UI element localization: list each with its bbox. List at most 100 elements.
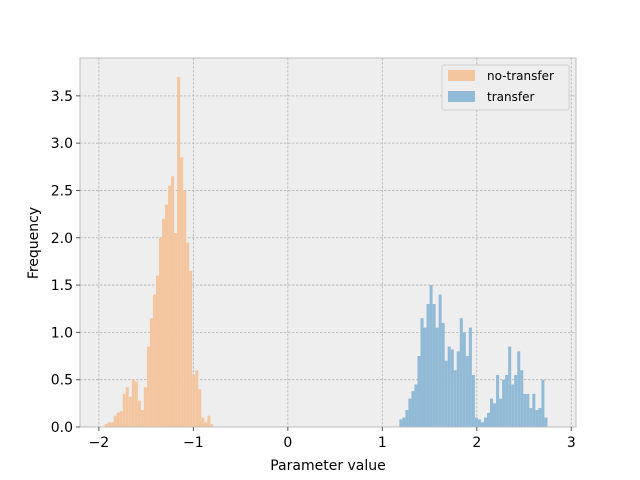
bar-transfer bbox=[496, 374, 500, 427]
bar-transfer bbox=[465, 356, 469, 427]
bar-no-transfer bbox=[186, 242, 190, 427]
bar-transfer bbox=[432, 304, 436, 427]
bar-transfer bbox=[477, 419, 481, 427]
bar-transfer bbox=[450, 349, 454, 427]
bar-transfer bbox=[468, 327, 472, 427]
bar-no-transfer bbox=[116, 412, 120, 427]
bar-no-transfer bbox=[207, 415, 211, 427]
y-tick-label: 0.0 bbox=[51, 420, 73, 436]
bar-transfer bbox=[462, 332, 466, 427]
bar-no-transfer bbox=[152, 294, 156, 427]
legend: no-transfer transfer bbox=[441, 64, 570, 111]
bar-no-transfer bbox=[104, 424, 108, 427]
bar-no-transfer bbox=[168, 185, 172, 427]
bar-transfer bbox=[426, 304, 430, 427]
bar-no-transfer bbox=[204, 422, 208, 427]
bar-transfer bbox=[471, 374, 475, 427]
grid-lines bbox=[80, 58, 576, 428]
bar-no-transfer bbox=[158, 237, 163, 427]
bar-transfer bbox=[499, 398, 503, 427]
bar-transfer bbox=[417, 356, 421, 427]
bar-no-transfer bbox=[183, 190, 187, 427]
bar-transfer bbox=[517, 351, 521, 427]
bar-transfer bbox=[435, 327, 439, 427]
bar-transfer bbox=[502, 379, 506, 427]
y-tick-label: 1.5 bbox=[51, 278, 73, 294]
bar-no-transfer bbox=[189, 270, 193, 427]
y-tick-label: 1.0 bbox=[51, 325, 73, 341]
legend-swatch-no-transfer bbox=[448, 70, 475, 81]
bar-transfer bbox=[541, 379, 545, 427]
bar-no-transfer bbox=[140, 409, 144, 427]
y-axis-ticks: 0.0 0.5 1.0 1.5 2.0 2.5 3.0 3.5 bbox=[51, 89, 80, 436]
bar-transfer bbox=[483, 417, 488, 427]
bar-no-transfer bbox=[113, 415, 117, 427]
bar-transfer bbox=[480, 422, 484, 427]
y-tick-label: 2.5 bbox=[51, 183, 73, 199]
bar-transfer bbox=[493, 403, 497, 427]
bar-transfer bbox=[505, 374, 509, 427]
bar-no-transfer bbox=[110, 422, 114, 427]
bar-no-transfer bbox=[119, 410, 123, 427]
bar-transfer bbox=[402, 417, 406, 427]
bar-no-transfer bbox=[195, 370, 199, 427]
bar-transfer bbox=[453, 370, 457, 427]
bar-transfer bbox=[429, 285, 433, 427]
bar-no-transfer bbox=[122, 393, 126, 427]
bar-no-transfer bbox=[171, 176, 175, 427]
bar-no-transfer bbox=[192, 374, 196, 427]
x-tick-label: 0 bbox=[283, 435, 292, 451]
bar-transfer bbox=[405, 409, 409, 427]
bar-no-transfer bbox=[146, 346, 150, 427]
bar-transfer bbox=[411, 391, 415, 427]
bar-no-transfer bbox=[143, 387, 147, 427]
bar-no-transfer bbox=[134, 381, 138, 427]
x-tick-label: 3 bbox=[567, 435, 576, 451]
y-tick-label: 3.5 bbox=[51, 89, 73, 105]
bar-transfer bbox=[523, 393, 527, 427]
bar-transfer bbox=[474, 417, 478, 427]
bar-no-transfer bbox=[125, 387, 129, 427]
bar-no-transfer bbox=[137, 400, 141, 427]
bar-transfer bbox=[544, 417, 548, 427]
bar-no-transfer bbox=[201, 417, 205, 427]
bar-transfer bbox=[408, 398, 412, 427]
bar-transfer bbox=[508, 346, 512, 427]
y-tick-label: 2.0 bbox=[51, 231, 73, 247]
bar-transfer bbox=[526, 393, 530, 427]
bar-no-transfer bbox=[155, 275, 159, 427]
x-tick-label: −2 bbox=[89, 435, 110, 451]
legend-swatch-transfer bbox=[448, 91, 475, 102]
x-tick-label: 1 bbox=[378, 435, 387, 451]
bar-no-transfer bbox=[162, 218, 166, 427]
bar-no-transfer bbox=[177, 76, 181, 427]
bar-no-transfer bbox=[210, 424, 214, 427]
bar-transfer bbox=[487, 412, 491, 427]
bar-transfer bbox=[414, 384, 418, 427]
bar-no-transfer bbox=[180, 157, 184, 427]
bar-transfer bbox=[459, 318, 463, 427]
bar-transfer bbox=[529, 408, 533, 427]
bar-transfer bbox=[535, 409, 539, 427]
bar-transfer bbox=[490, 398, 494, 427]
bar-transfer bbox=[441, 322, 445, 427]
bar-no-transfer bbox=[128, 396, 132, 427]
x-tick-label: 2 bbox=[472, 435, 481, 451]
legend-label-transfer: transfer bbox=[487, 90, 534, 104]
bar-no-transfer bbox=[131, 379, 135, 427]
bar-transfer bbox=[444, 360, 448, 427]
legend-label-no-transfer: no-transfer bbox=[487, 69, 554, 83]
x-tick-label: −1 bbox=[183, 435, 204, 451]
bar-transfer bbox=[420, 318, 424, 427]
x-axis-label: Parameter value bbox=[270, 458, 386, 474]
bar-transfer bbox=[511, 384, 515, 427]
bar-no-transfer bbox=[198, 389, 202, 427]
bar-transfer bbox=[423, 327, 427, 427]
bar-transfer bbox=[538, 408, 542, 427]
bar-transfer bbox=[456, 351, 460, 427]
bar-transfer bbox=[438, 294, 442, 427]
bar-transfer bbox=[520, 370, 524, 427]
bar-no-transfer bbox=[174, 233, 178, 427]
histogram-bars bbox=[104, 76, 548, 427]
